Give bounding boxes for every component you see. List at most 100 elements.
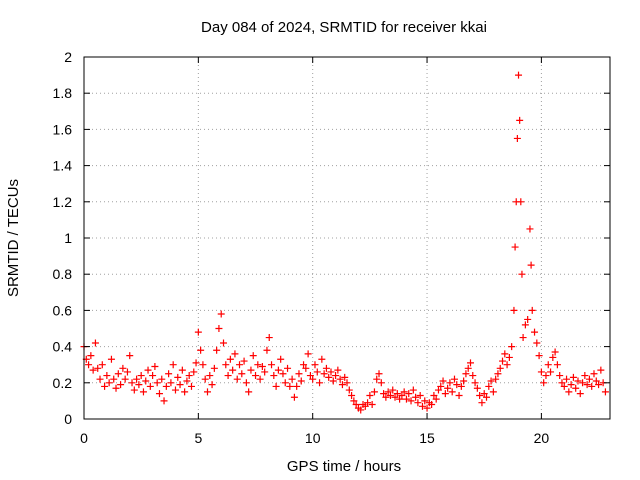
data-point (453, 381, 461, 389)
data-point (268, 361, 276, 369)
data-point (194, 328, 202, 336)
data-point (595, 381, 603, 389)
data-point (226, 355, 234, 363)
data-point (377, 379, 385, 387)
x-tick-label: 10 (305, 430, 321, 446)
y-tick-labels: 0 0.2 0.4 0.6 0.8 1 1.2 1.4 1.6 1.8 2 (53, 49, 73, 427)
data-point (146, 382, 154, 390)
data-point (384, 388, 392, 396)
data-point (213, 346, 221, 354)
data-point (370, 388, 378, 396)
data-point (513, 134, 521, 142)
data-point (215, 325, 223, 332)
data-point (103, 372, 111, 380)
data-point (208, 381, 216, 389)
data-point (151, 363, 159, 371)
data-point (313, 368, 321, 376)
data-point (309, 375, 317, 383)
data-point (345, 386, 353, 394)
data-point (277, 355, 285, 363)
data-point (279, 370, 287, 378)
data-point (469, 372, 477, 380)
data-point (91, 339, 99, 347)
data-point (462, 370, 470, 378)
data-point (466, 359, 474, 367)
data-point (174, 373, 182, 381)
data-point (601, 388, 609, 396)
data-point (114, 370, 122, 378)
data-point (412, 393, 420, 401)
data-point (590, 370, 598, 378)
data-point (137, 372, 145, 380)
data-point (558, 379, 566, 387)
data-point (311, 361, 319, 369)
data-point (563, 375, 571, 383)
data-point (318, 355, 326, 363)
data-point (567, 381, 575, 389)
data-point (128, 379, 136, 387)
data-point (508, 343, 516, 351)
data-point (220, 339, 228, 347)
data-point (270, 372, 278, 380)
y-tick-label: 1.2 (53, 194, 73, 210)
data-point (361, 402, 369, 410)
data-point (537, 368, 545, 376)
data-point (89, 366, 97, 374)
data-point (556, 372, 564, 380)
y-tick-label: 1.6 (53, 121, 73, 137)
data-point (199, 361, 207, 369)
data-point (183, 377, 191, 385)
data-point (341, 373, 349, 381)
data-point (293, 382, 301, 390)
data-point (119, 364, 127, 372)
data-point (430, 391, 438, 399)
data-point (441, 390, 449, 398)
data-point (162, 382, 170, 390)
data-point (327, 368, 335, 376)
data-point (281, 379, 289, 387)
chart-title: Day 084 of 2024, SRMTID for receiver kka… (201, 19, 487, 36)
data-point (542, 372, 550, 380)
data-point (263, 346, 271, 354)
data-point (334, 366, 342, 374)
data-point (373, 375, 381, 383)
data-point (155, 390, 163, 398)
data-point (460, 377, 468, 385)
data-point (325, 373, 333, 381)
data-point (240, 357, 248, 365)
x-tick-label: 15 (419, 430, 435, 446)
data-point (409, 386, 417, 394)
data-point (386, 391, 394, 399)
data-point (130, 386, 138, 394)
data-point (471, 379, 479, 387)
data-point (222, 361, 230, 369)
data-point (350, 397, 358, 405)
data-point (416, 391, 424, 399)
data-point (101, 382, 109, 390)
data-point (382, 393, 390, 401)
data-point (535, 352, 543, 360)
data-point (592, 377, 600, 385)
data-point (588, 382, 596, 390)
data-point (185, 372, 193, 380)
data-point (117, 381, 125, 389)
data-point (476, 391, 484, 399)
data-point (574, 377, 582, 385)
data-point (295, 370, 303, 378)
data-point (176, 381, 184, 389)
data-point (112, 384, 120, 392)
data-point (455, 391, 463, 399)
data-point (572, 384, 580, 392)
data-point (434, 386, 442, 394)
data-point (121, 375, 129, 383)
data-point (496, 364, 504, 372)
data-point (517, 198, 525, 206)
data-point (181, 388, 189, 396)
data-point (160, 397, 168, 405)
data-point (446, 379, 454, 387)
data-point (171, 386, 179, 394)
data-point (457, 382, 465, 390)
data-point (343, 379, 351, 387)
data-point (473, 384, 481, 392)
data-point (396, 395, 404, 403)
